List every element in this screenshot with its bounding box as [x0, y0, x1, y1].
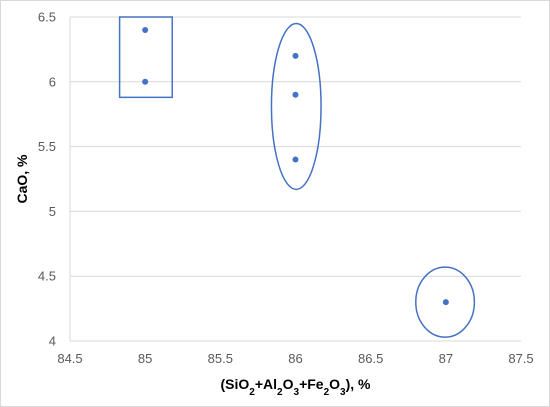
y-tick-labels: 4 4.5 5 5.5 6 6.5	[38, 10, 56, 349]
x-tick-labels: 84.5 85 85.5 86 86.5 87 87.5	[57, 351, 533, 366]
grouping-rectangle	[118, 16, 173, 99]
x-tick-label: 86	[288, 351, 302, 366]
y-axis-title: CaO, %	[14, 154, 30, 204]
x-axis-title-subscript: 2	[277, 387, 283, 398]
y-tick-label: 4.5	[38, 269, 56, 284]
y-tick-label: 4	[49, 334, 56, 349]
x-axis-title-subscript: 2	[324, 387, 330, 398]
data-point	[142, 26, 149, 33]
x-axis-title-part: ), %	[346, 376, 371, 392]
x-axis-title-part: O	[283, 376, 294, 392]
data-points	[142, 26, 449, 306]
x-axis-title-part: O	[329, 376, 340, 392]
data-point	[292, 156, 299, 163]
y-tick-label: 5.5	[38, 139, 56, 154]
x-tick-label: 84.5	[57, 351, 82, 366]
x-tick-label: 85	[138, 351, 152, 366]
x-tick-label: 87.5	[508, 351, 533, 366]
x-axis-title-subscript: 3	[340, 387, 346, 398]
x-axis-title-part: (SiO	[221, 376, 250, 392]
x-tick-label: 85.5	[208, 351, 233, 366]
x-axis-title: (SiO2+Al2O3+Fe2O3), %	[221, 376, 372, 398]
y-tick-label: 6	[49, 74, 56, 89]
data-point	[142, 78, 149, 85]
data-point	[442, 299, 449, 306]
data-point	[292, 91, 299, 98]
gridlines	[69, 16, 521, 342]
grouping-ellipse	[270, 22, 322, 191]
x-tick-label: 87	[439, 351, 453, 366]
y-tick-label: 5	[49, 204, 56, 219]
data-point	[292, 52, 299, 59]
grouping-shapes	[118, 16, 476, 338]
x-axis-title-part: +Al	[255, 376, 277, 392]
y-tick-label: 6.5	[38, 10, 56, 25]
x-axis-title-part: +Fe	[299, 376, 324, 392]
grouping-ellipse	[415, 266, 476, 338]
x-axis-title-subscript: 3	[294, 387, 300, 398]
x-axis-title-subscript: 2	[249, 387, 255, 398]
x-tick-label: 86.5	[358, 351, 383, 366]
